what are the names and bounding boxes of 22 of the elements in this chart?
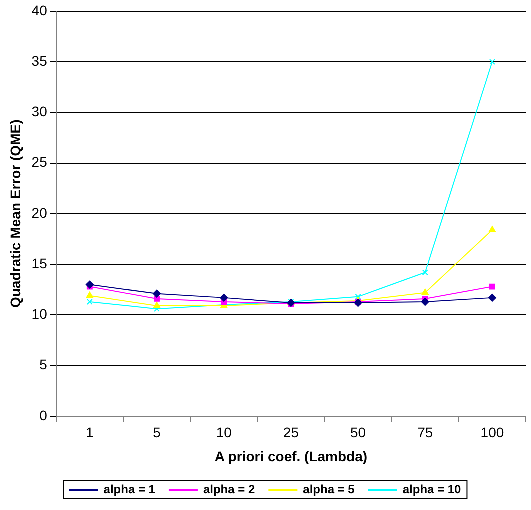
y-tick-label: 20: [32, 204, 48, 221]
y-tick-label: 35: [32, 52, 48, 69]
legend-label: alpha = 5: [303, 482, 356, 496]
x-tick-label: 100: [480, 424, 504, 441]
legend-label: alpha = 2: [203, 482, 256, 496]
legend-label: alpha = 1: [104, 482, 156, 496]
y-tick-label: 30: [32, 104, 48, 120]
y-tick-label: 0: [40, 407, 48, 424]
x-tick-label: 10: [216, 424, 232, 441]
y-tick-label: 25: [32, 154, 48, 170]
x-axis-title: A priori coef. (Lambda): [214, 448, 368, 464]
legend-label: alpha = 10: [402, 482, 462, 496]
x-tick-label: 1: [86, 424, 94, 441]
x-tick-label: 75: [418, 424, 434, 441]
y-tick-label: 15: [32, 255, 48, 272]
y-axis-title: Quadratic Mean Error (QME): [7, 120, 24, 308]
y-tick-label: 40: [32, 2, 48, 18]
x-tick-label: 25: [283, 424, 300, 441]
x-tick-label: 5: [153, 424, 162, 441]
x-tick-label: 50: [350, 424, 366, 441]
y-tick-label: 5: [40, 356, 48, 373]
y-tick-label: 10: [32, 306, 48, 322]
